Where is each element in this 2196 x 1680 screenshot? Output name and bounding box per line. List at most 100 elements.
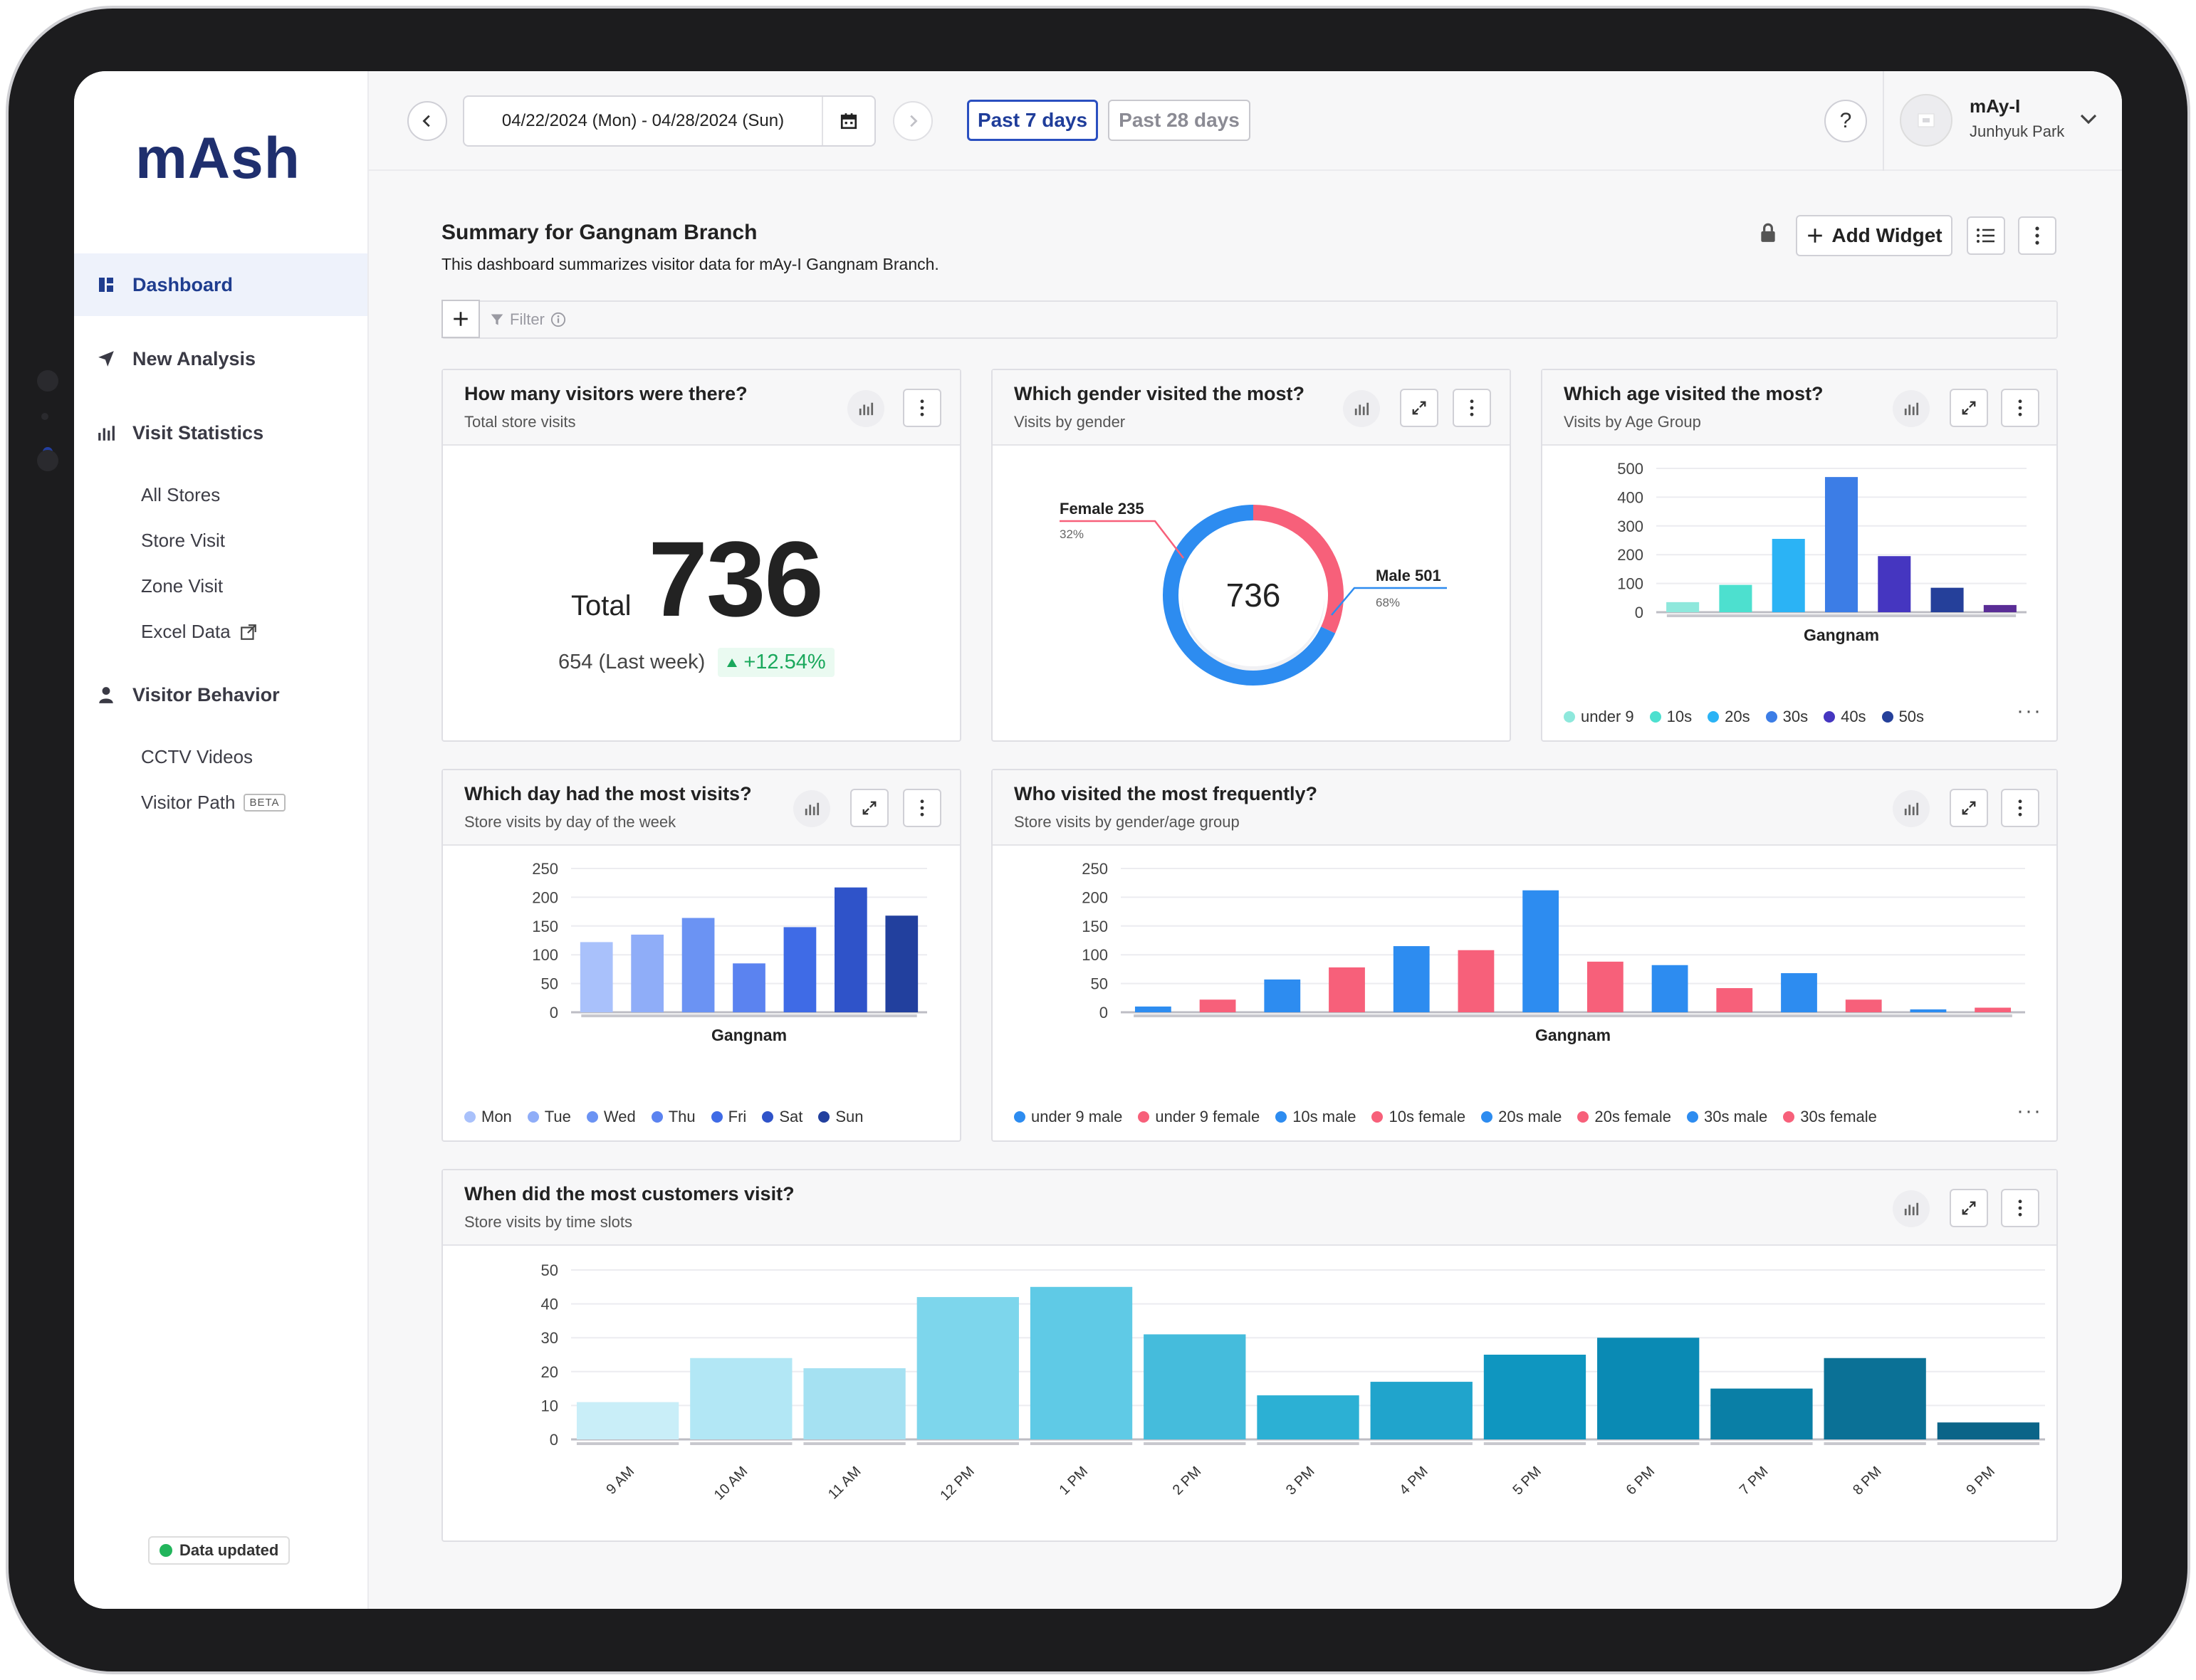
plus-icon	[1808, 229, 1823, 243]
legend-more-button[interactable]: ···	[2017, 699, 2042, 723]
legend-swatch	[1649, 711, 1661, 723]
legend-item[interactable]: Mon	[464, 1108, 512, 1126]
bar-60s+-female	[1975, 1007, 2012, 1012]
chart-type-button[interactable]	[1893, 790, 1930, 827]
nav-visitor-behavior[interactable]: Visitor Behavior	[74, 663, 367, 726]
widget-menu-button[interactable]	[2001, 389, 2039, 427]
lock-icon[interactable]	[1759, 222, 1777, 243]
kebab-icon	[2018, 399, 2022, 416]
legend-item[interactable]: Wed	[586, 1108, 636, 1126]
bar-50s	[1930, 587, 1964, 612]
legend-label: 20s	[1725, 708, 1750, 725]
help-button[interactable]: ?	[1824, 100, 1867, 142]
legend-item[interactable]: 30s female	[1783, 1108, 1877, 1126]
next-period-button[interactable]	[893, 101, 933, 141]
range-past-28-days[interactable]: Past 28 days	[1108, 100, 1250, 141]
legend-item[interactable]: 10s	[1649, 708, 1692, 726]
prev-period-button[interactable]	[407, 101, 447, 141]
nav-new-analysis[interactable]: New Analysis	[74, 327, 367, 390]
legend-item[interactable]: 20s female	[1577, 1108, 1671, 1126]
legend-swatch	[1765, 711, 1777, 723]
expand-button[interactable]	[1950, 389, 1988, 427]
widget-menu-button[interactable]	[2001, 1189, 2039, 1227]
legend-item[interactable]: 10s male	[1275, 1108, 1356, 1126]
info-icon[interactable]	[550, 312, 566, 327]
range-past-7-days[interactable]: Past 7 days	[967, 100, 1098, 141]
add-filter-button[interactable]	[441, 300, 480, 338]
legend-more-button[interactable]: ···	[2017, 1099, 2042, 1123]
expand-button[interactable]	[1400, 389, 1438, 427]
nav-dashboard[interactable]: Dashboard	[74, 253, 367, 316]
expand-icon	[1962, 401, 1976, 415]
widget-menu-button[interactable]	[903, 789, 941, 827]
widget-age: Which age visited the most? Visits by Ag…	[1541, 369, 2058, 742]
svg-text:mAsh: mAsh	[135, 126, 300, 188]
expand-button[interactable]	[1950, 1189, 1988, 1227]
legend-item[interactable]: Fri	[711, 1108, 746, 1126]
bar-baseline	[1370, 1442, 1473, 1445]
legend-item[interactable]: Tue	[527, 1108, 571, 1126]
expand-button[interactable]	[1950, 789, 1988, 827]
widget-title: Who visited the most frequently?	[1014, 783, 1318, 804]
filter-input[interactable]: Filter	[490, 310, 566, 329]
chevron-down-icon[interactable]	[2078, 108, 2099, 130]
sub-label: Excel Data	[141, 621, 231, 642]
legend-item[interactable]: 20s male	[1481, 1108, 1562, 1126]
legend-item[interactable]: Sat	[762, 1108, 802, 1126]
legend-item[interactable]: 40s	[1824, 708, 1866, 726]
legend-swatch	[1138, 1111, 1150, 1123]
donut-center-value: 736	[1226, 577, 1281, 614]
chart-type-button[interactable]	[1893, 1190, 1930, 1227]
widget-menu-button[interactable]	[903, 389, 941, 427]
legend-swatch	[1275, 1111, 1287, 1123]
avatar[interactable]	[1900, 94, 1952, 147]
list-view-button[interactable]	[1967, 216, 2005, 255]
bar-baseline	[1030, 1442, 1133, 1445]
legend-label: 40s	[1841, 708, 1866, 725]
legend-item[interactable]: under 9 female	[1138, 1108, 1260, 1126]
legend-item[interactable]: under 9	[1564, 708, 1634, 726]
legend-label: 20s male	[1498, 1108, 1562, 1125]
chart-type-button[interactable]	[847, 390, 884, 427]
kebab-icon	[2018, 1199, 2022, 1217]
calendar-icon[interactable]	[822, 97, 874, 145]
legend-label: 10s female	[1389, 1108, 1466, 1125]
legend-item[interactable]: Thu	[651, 1108, 696, 1126]
nav-visit-statistics[interactable]: Visit Statistics	[74, 401, 367, 464]
widget-menu-button[interactable]	[1453, 389, 1491, 427]
date-range-text: 04/22/2024 (Mon) - 04/28/2024 (Sun)	[501, 111, 785, 130]
chart-type-button[interactable]	[1343, 390, 1380, 427]
legend-item[interactable]: Sun	[818, 1108, 864, 1126]
expand-button[interactable]	[850, 789, 889, 827]
legend-item[interactable]: under 9 male	[1014, 1108, 1122, 1126]
nav-visitor-path[interactable]: Visitor Path BETA	[141, 792, 286, 814]
expand-icon	[862, 801, 877, 815]
y-tick-label: 100	[532, 946, 558, 964]
total-value: 736	[648, 519, 824, 639]
kebab-icon	[1470, 399, 1474, 416]
donut-slice-female	[1253, 505, 1344, 634]
nav-excel-data[interactable]: Excel Data	[141, 621, 258, 643]
legend-item[interactable]: 20s	[1708, 708, 1750, 726]
more-options-button[interactable]	[2018, 216, 2056, 255]
legend-item[interactable]: 10s female	[1371, 1108, 1465, 1126]
legend-item[interactable]: 30s male	[1687, 1108, 1767, 1126]
add-widget-button[interactable]: Add Widget	[1796, 215, 1952, 256]
legend-item[interactable]: 50s	[1881, 708, 1924, 726]
nav-zone-visit[interactable]: Zone Visit	[141, 575, 223, 597]
nav-cctv-videos[interactable]: CCTV Videos	[141, 746, 253, 768]
date-range-picker[interactable]: 04/22/2024 (Mon) - 04/28/2024 (Sun)	[463, 95, 876, 147]
chart-type-button[interactable]	[793, 790, 830, 827]
expand-icon	[1412, 401, 1426, 415]
widget-total-visits: How many visitors were there? Total stor…	[441, 369, 961, 742]
legend-swatch	[1824, 711, 1836, 723]
chart-type-button[interactable]	[1893, 390, 1930, 427]
bar-chart-icon	[805, 802, 820, 816]
widget-menu-button[interactable]	[2001, 789, 2039, 827]
legend-label: Wed	[603, 1108, 636, 1125]
x-tick-label: 6 PM	[1624, 1464, 1658, 1498]
legend-item[interactable]: 30s	[1765, 708, 1808, 726]
nav-store-visit[interactable]: Store Visit	[141, 530, 225, 552]
legend-label: 30s female	[1800, 1108, 1877, 1125]
nav-all-stores[interactable]: All Stores	[141, 484, 220, 506]
